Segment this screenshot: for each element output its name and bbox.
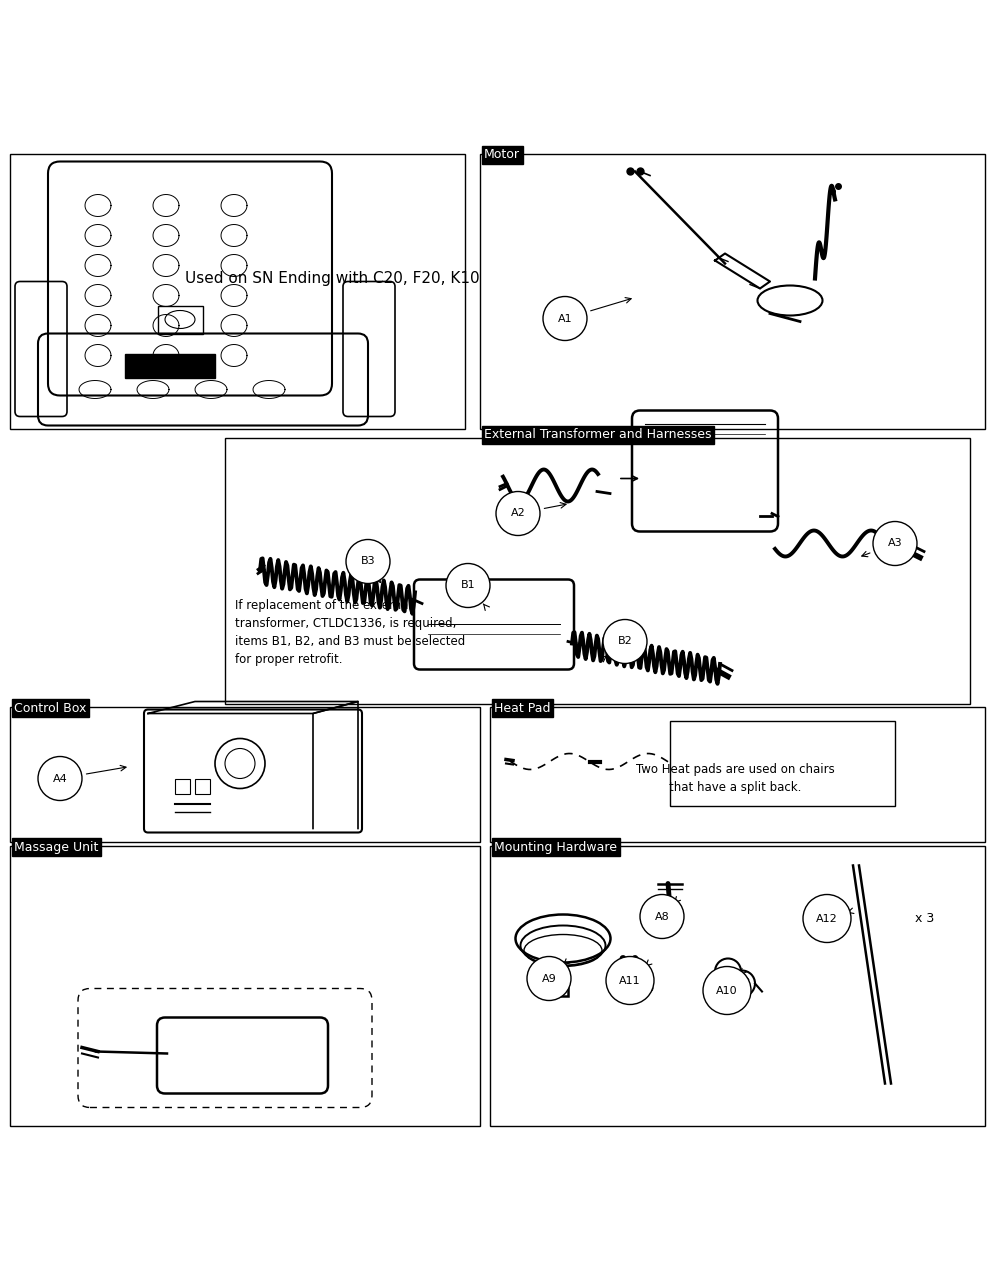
Text: A12: A12: [816, 914, 838, 924]
Circle shape: [543, 296, 587, 341]
Text: B3: B3: [361, 556, 375, 566]
Bar: [158, 305, 203, 333]
Text: If replacement of the external
transformer, CTLDC1336, is required,
items B1, B2: If replacement of the external transform…: [235, 598, 465, 665]
Text: Massage Unit: Massage Unit: [14, 840, 98, 854]
Bar: [490, 707, 985, 841]
Circle shape: [606, 957, 654, 1005]
Text: Control Box: Control Box: [14, 702, 86, 715]
Text: B1: B1: [461, 580, 475, 590]
Text: Heat Pad: Heat Pad: [494, 702, 550, 715]
Circle shape: [603, 620, 647, 664]
Bar: [195, 778, 210, 793]
Text: Used on SN Ending with C20, F20, K10: Used on SN Ending with C20, F20, K10: [185, 271, 480, 286]
Bar: [225, 438, 970, 703]
Text: A11: A11: [619, 976, 641, 986]
Text: A3: A3: [888, 538, 902, 549]
Text: x 3: x 3: [915, 912, 934, 925]
Bar: [175, 778, 190, 793]
Text: A10: A10: [716, 986, 738, 996]
Text: A8: A8: [655, 911, 669, 921]
Circle shape: [346, 540, 390, 584]
Bar: [10, 845, 480, 1125]
Bar: [10, 153, 465, 428]
Text: External Transformer and Harnesses: External Transformer and Harnesses: [484, 428, 712, 441]
Circle shape: [446, 564, 490, 607]
Bar: [480, 153, 985, 428]
Bar: [490, 845, 985, 1125]
Text: A9: A9: [542, 973, 556, 983]
Circle shape: [703, 967, 751, 1015]
Circle shape: [527, 957, 571, 1001]
Bar: [125, 353, 215, 378]
Text: A1: A1: [558, 313, 572, 323]
Circle shape: [496, 492, 540, 536]
Bar: [670, 721, 895, 806]
Bar: [540, 973, 568, 996]
Circle shape: [803, 895, 851, 943]
Text: Motor: Motor: [484, 148, 520, 161]
Text: B2: B2: [618, 636, 632, 646]
Text: Mounting Hardware: Mounting Hardware: [494, 840, 617, 854]
Text: Two Heat pads are used on chairs
that have a split back.: Two Heat pads are used on chairs that ha…: [636, 764, 834, 793]
Bar: [10, 707, 480, 841]
Circle shape: [38, 756, 82, 801]
Circle shape: [873, 522, 917, 565]
Text: A4: A4: [53, 773, 67, 783]
Circle shape: [640, 895, 684, 939]
Text: A2: A2: [511, 508, 525, 518]
